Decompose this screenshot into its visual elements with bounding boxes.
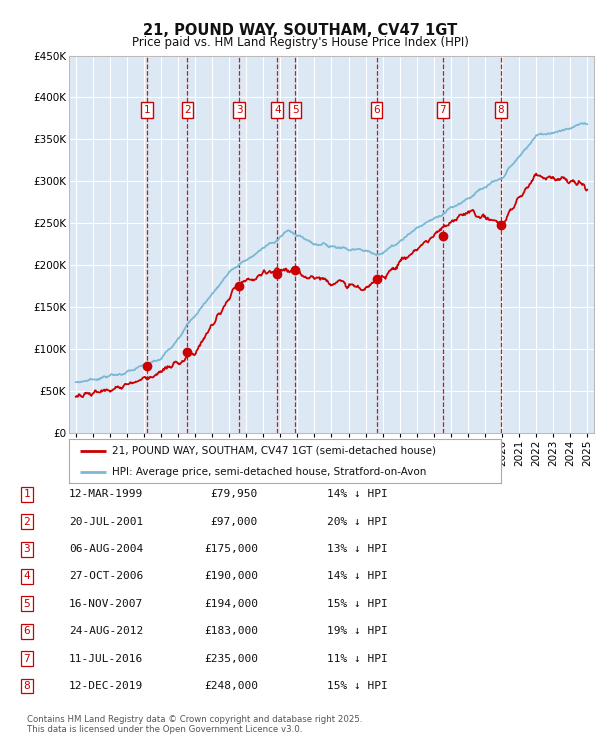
Text: 21, POUND WAY, SOUTHAM, CV47 1GT: 21, POUND WAY, SOUTHAM, CV47 1GT <box>143 23 457 38</box>
Text: 2: 2 <box>184 105 191 115</box>
Text: 5: 5 <box>23 599 31 609</box>
Text: 8: 8 <box>23 681 31 691</box>
Text: 4: 4 <box>274 105 281 115</box>
Text: 21, POUND WAY, SOUTHAM, CV47 1GT (semi-detached house): 21, POUND WAY, SOUTHAM, CV47 1GT (semi-d… <box>112 445 436 456</box>
Text: 12-MAR-1999: 12-MAR-1999 <box>69 489 143 500</box>
Text: 3: 3 <box>23 544 31 554</box>
Text: 8: 8 <box>497 105 504 115</box>
Text: 11% ↓ HPI: 11% ↓ HPI <box>327 653 388 664</box>
Text: 6: 6 <box>373 105 380 115</box>
Text: 4: 4 <box>23 571 31 582</box>
Text: £248,000: £248,000 <box>204 681 258 691</box>
Text: 2: 2 <box>23 517 31 527</box>
Text: 20-JUL-2001: 20-JUL-2001 <box>69 517 143 527</box>
Text: 3: 3 <box>236 105 242 115</box>
Text: 15% ↓ HPI: 15% ↓ HPI <box>327 599 388 609</box>
Text: £175,000: £175,000 <box>204 544 258 554</box>
Text: £190,000: £190,000 <box>204 571 258 582</box>
Text: 11-JUL-2016: 11-JUL-2016 <box>69 653 143 664</box>
Text: 6: 6 <box>23 626 31 636</box>
Text: 1: 1 <box>23 489 31 500</box>
Text: 20% ↓ HPI: 20% ↓ HPI <box>327 517 388 527</box>
Text: £194,000: £194,000 <box>204 599 258 609</box>
Text: Contains HM Land Registry data © Crown copyright and database right 2025.
This d: Contains HM Land Registry data © Crown c… <box>27 715 362 734</box>
Text: £235,000: £235,000 <box>204 653 258 664</box>
Text: 14% ↓ HPI: 14% ↓ HPI <box>327 489 388 500</box>
Text: £183,000: £183,000 <box>204 626 258 636</box>
Text: £79,950: £79,950 <box>211 489 258 500</box>
Text: 15% ↓ HPI: 15% ↓ HPI <box>327 681 388 691</box>
Text: 06-AUG-2004: 06-AUG-2004 <box>69 544 143 554</box>
Text: 5: 5 <box>292 105 299 115</box>
Text: 1: 1 <box>144 105 151 115</box>
Text: HPI: Average price, semi-detached house, Stratford-on-Avon: HPI: Average price, semi-detached house,… <box>112 467 427 477</box>
Text: 14% ↓ HPI: 14% ↓ HPI <box>327 571 388 582</box>
Text: 16-NOV-2007: 16-NOV-2007 <box>69 599 143 609</box>
Text: 19% ↓ HPI: 19% ↓ HPI <box>327 626 388 636</box>
Text: Price paid vs. HM Land Registry's House Price Index (HPI): Price paid vs. HM Land Registry's House … <box>131 36 469 49</box>
Text: £97,000: £97,000 <box>211 517 258 527</box>
Text: 12-DEC-2019: 12-DEC-2019 <box>69 681 143 691</box>
Text: 27-OCT-2006: 27-OCT-2006 <box>69 571 143 582</box>
Text: 24-AUG-2012: 24-AUG-2012 <box>69 626 143 636</box>
Text: 13% ↓ HPI: 13% ↓ HPI <box>327 544 388 554</box>
Text: 7: 7 <box>23 653 31 664</box>
Text: 7: 7 <box>439 105 446 115</box>
